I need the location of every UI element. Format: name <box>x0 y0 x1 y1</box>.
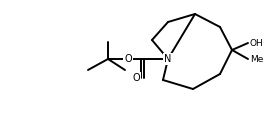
Text: N: N <box>164 54 172 64</box>
Text: O: O <box>132 73 140 83</box>
Text: OH: OH <box>250 39 264 47</box>
Text: O: O <box>124 54 132 64</box>
Text: Me: Me <box>250 55 263 63</box>
